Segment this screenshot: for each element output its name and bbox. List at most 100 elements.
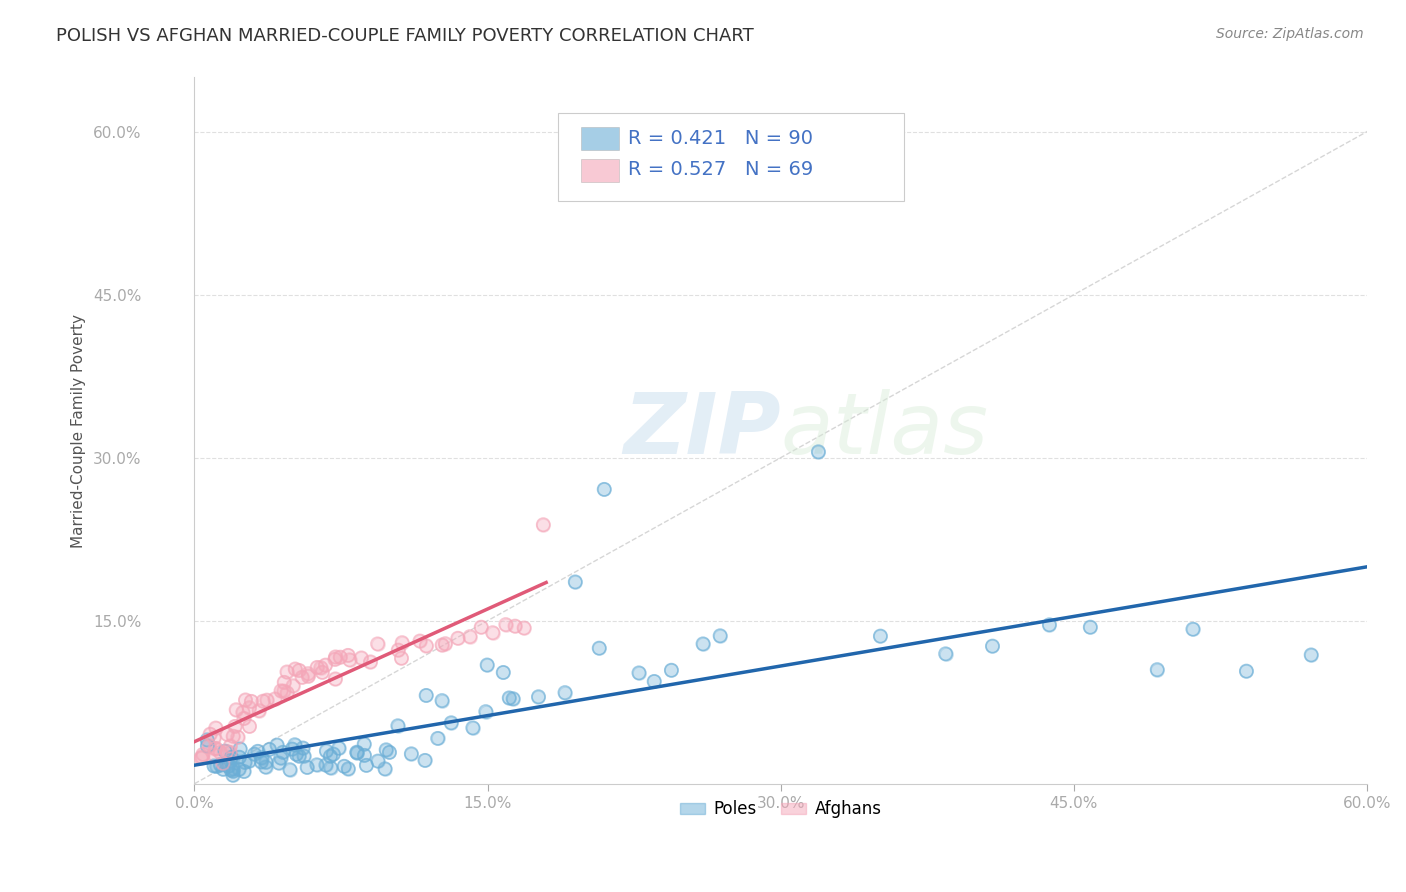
Point — [458, 630, 481, 644]
Point — [503, 619, 526, 633]
Point — [869, 629, 891, 643]
Point — [292, 749, 315, 764]
Point — [323, 652, 346, 666]
Point — [564, 574, 586, 589]
Point — [319, 749, 342, 764]
Point — [211, 756, 233, 771]
Point — [238, 754, 260, 768]
Point — [554, 685, 576, 699]
Point — [288, 749, 311, 764]
Point — [252, 694, 274, 708]
Point — [198, 727, 221, 741]
Point — [367, 637, 389, 651]
Point — [204, 747, 226, 762]
Point — [709, 629, 731, 643]
Point — [513, 621, 536, 635]
Point — [643, 674, 665, 689]
Point — [219, 754, 242, 768]
Point — [228, 750, 250, 764]
Point — [271, 745, 294, 759]
Point — [367, 754, 389, 768]
Point — [224, 719, 246, 733]
Point — [413, 753, 436, 767]
Point — [284, 738, 307, 752]
Point — [353, 748, 375, 763]
Point — [593, 483, 616, 497]
Point — [1181, 622, 1204, 636]
Point — [307, 660, 329, 674]
Point — [495, 617, 517, 632]
Point — [250, 755, 273, 769]
Point — [266, 738, 288, 752]
Point — [307, 660, 329, 674]
Point — [492, 665, 515, 680]
Point — [284, 662, 307, 676]
Point — [869, 629, 891, 643]
Point — [375, 742, 398, 756]
Point — [284, 662, 307, 676]
Point — [254, 760, 277, 774]
Point — [981, 639, 1004, 653]
Point — [243, 747, 266, 761]
Point — [222, 764, 245, 779]
Point — [204, 721, 226, 735]
Point — [222, 768, 245, 782]
Point — [475, 657, 498, 672]
Point — [252, 694, 274, 708]
Point — [222, 762, 245, 776]
Point — [588, 641, 610, 656]
Point — [1301, 648, 1323, 662]
Point — [219, 746, 242, 760]
Point — [309, 660, 332, 674]
Point — [495, 617, 517, 632]
Point — [219, 750, 242, 764]
Point — [498, 690, 520, 705]
Point — [273, 684, 295, 698]
Point — [232, 711, 254, 725]
Point — [254, 755, 277, 769]
Point — [387, 643, 409, 657]
Point — [387, 719, 409, 733]
Point — [191, 747, 214, 762]
Point — [378, 745, 401, 759]
Point — [205, 759, 228, 773]
Point — [305, 757, 328, 772]
Point — [212, 762, 235, 776]
Point — [337, 762, 360, 776]
Point — [191, 747, 214, 762]
Point — [314, 658, 336, 673]
Point — [204, 741, 226, 756]
Point — [935, 647, 957, 661]
Point — [238, 754, 260, 768]
Point — [440, 715, 463, 730]
FancyBboxPatch shape — [581, 159, 619, 182]
Point — [588, 641, 610, 656]
Point — [413, 753, 436, 767]
Point — [198, 739, 221, 753]
Point — [1146, 663, 1168, 677]
Point — [240, 694, 263, 708]
Point — [232, 764, 254, 779]
Point — [360, 655, 382, 669]
Point — [204, 721, 226, 735]
Point — [228, 762, 250, 776]
Point — [531, 517, 554, 532]
Point — [215, 744, 238, 758]
Point — [391, 651, 413, 665]
Point — [263, 692, 285, 706]
Point — [222, 729, 245, 743]
Point — [661, 663, 683, 677]
Point — [222, 768, 245, 782]
Text: ZIP: ZIP — [623, 389, 780, 472]
Point — [288, 664, 311, 678]
Point — [295, 760, 318, 774]
Point — [503, 619, 526, 633]
Point — [353, 737, 375, 751]
Point — [297, 669, 319, 683]
Point — [474, 705, 496, 719]
Point — [692, 637, 714, 651]
Point — [415, 689, 437, 703]
Point — [209, 757, 232, 772]
Point — [481, 625, 503, 640]
Point — [291, 741, 314, 756]
